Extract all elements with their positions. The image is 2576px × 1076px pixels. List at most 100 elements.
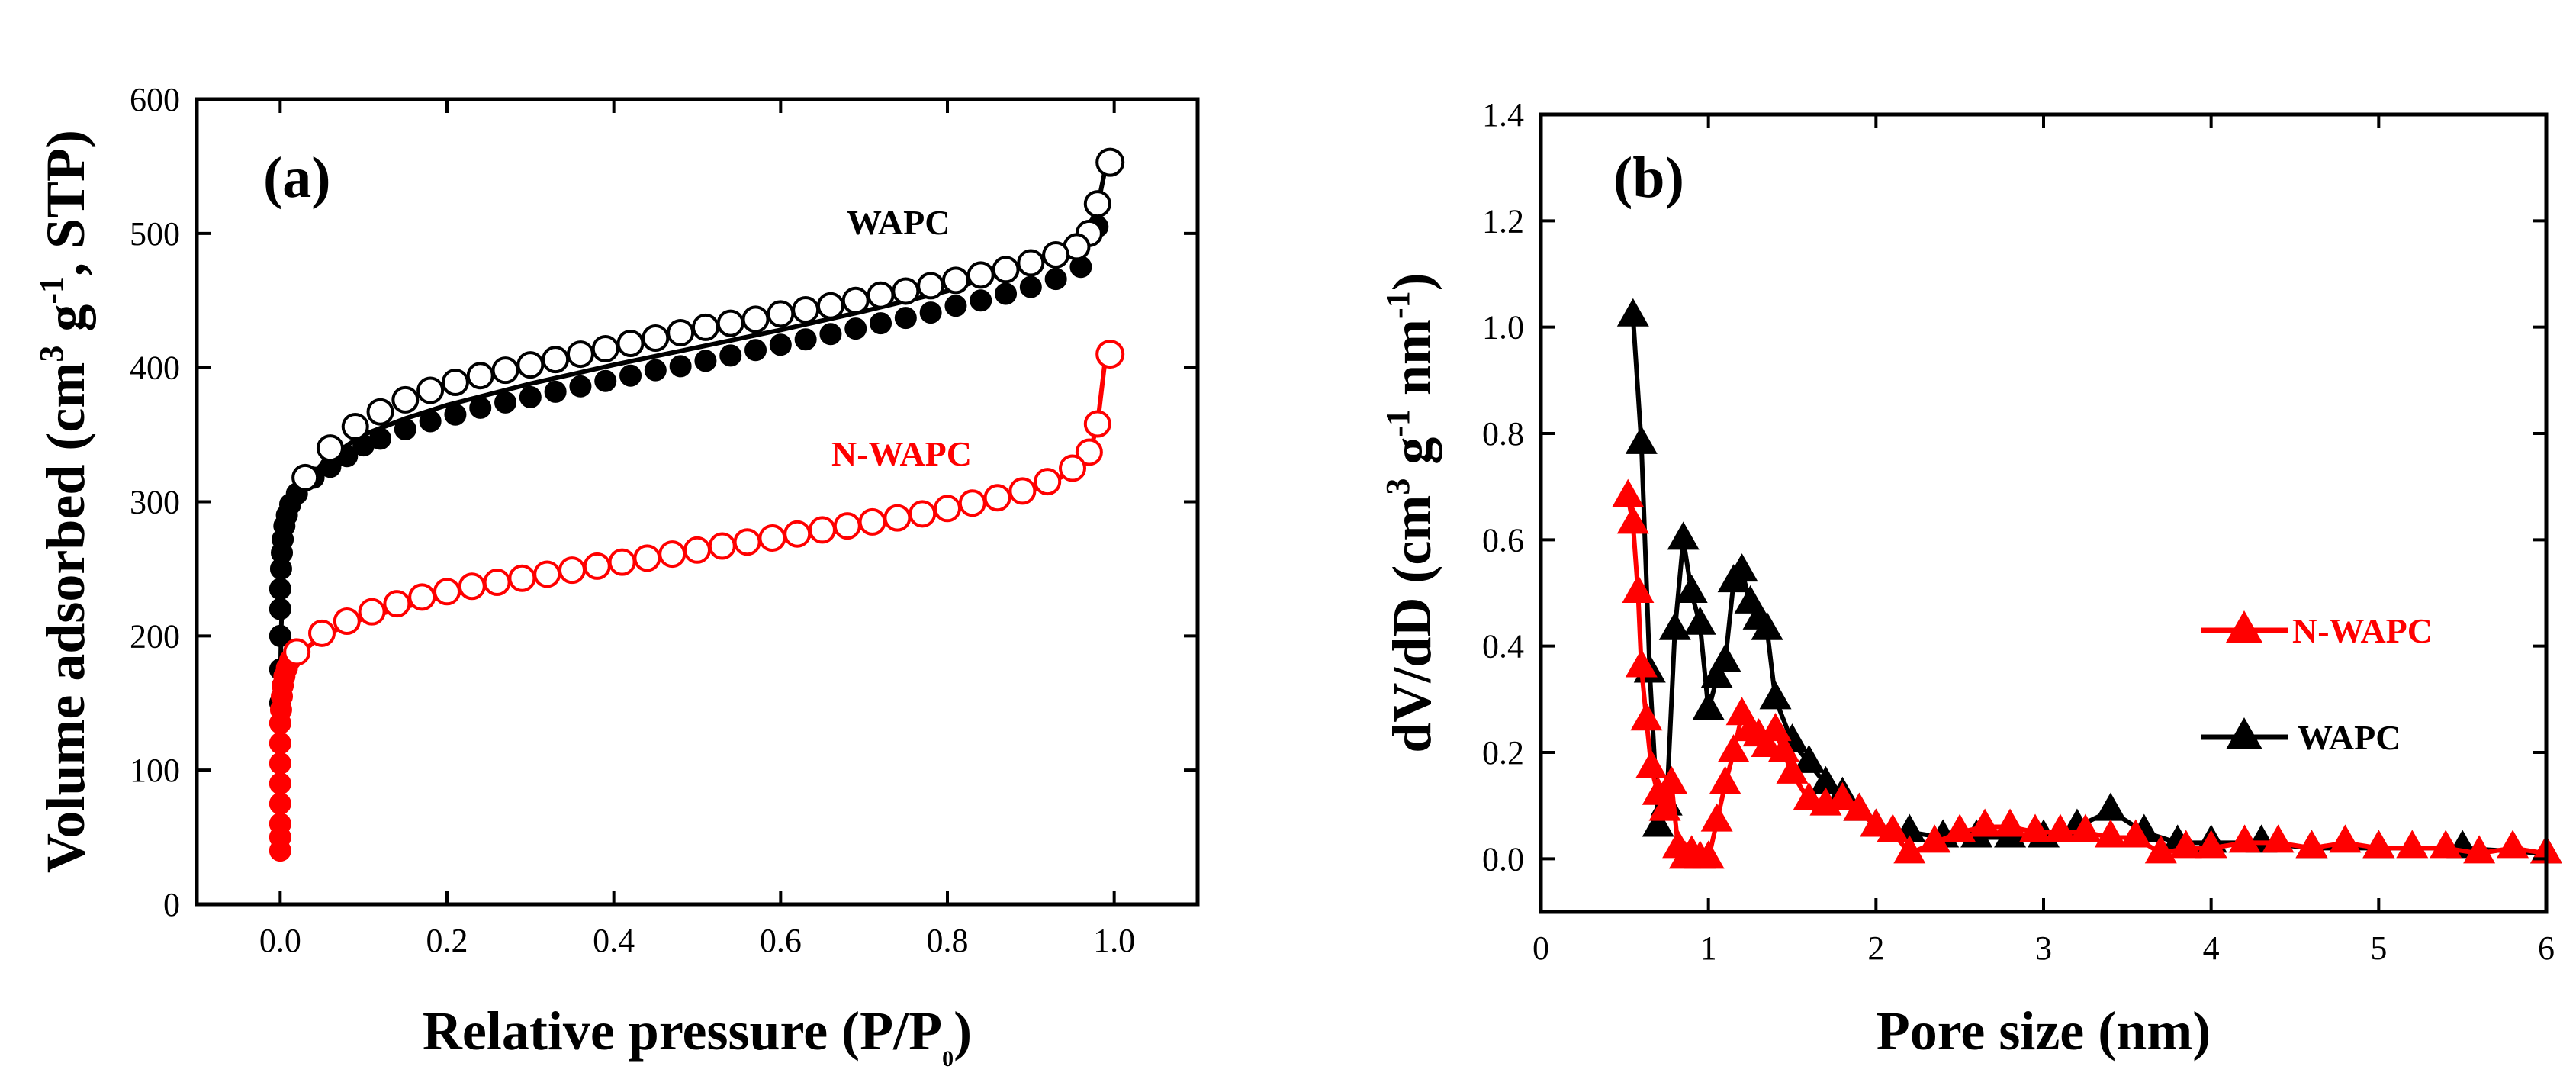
panel-a-y-tick-label: 300	[130, 484, 180, 521]
desorption-point-wapc	[816, 292, 844, 320]
data-point-wapc	[1709, 643, 1741, 672]
adsorption-point-wapc	[494, 391, 517, 414]
desorption-point-wapc	[366, 398, 394, 426]
adsorption-point-wapc	[269, 624, 291, 647]
data-point-wapc	[1725, 553, 1758, 582]
panel-a-x-tick-label: 0.4	[593, 922, 635, 959]
desorption-point-wapc	[892, 277, 920, 305]
panel-a-y-tick-label: 200	[130, 617, 180, 655]
data-point-wapc	[1793, 744, 1825, 773]
data-point-n-wapc	[2195, 830, 2227, 859]
adsorption-point-wapc	[269, 598, 291, 620]
adsorption-point-wapc	[669, 355, 692, 378]
panel-b-y-axis-title: dV/dD (cm3 g-1 nm-1)	[1379, 272, 1442, 752]
panel-a-x-tick-label: 0.2	[426, 922, 468, 959]
panel-b-ylabel-part-2: g	[1381, 437, 1442, 478]
adsorption-point-wapc	[819, 323, 842, 346]
panel-b-ylabel-sup-2: -1	[1379, 409, 1417, 437]
desorption-point-n-wapc	[958, 489, 986, 517]
adsorption-point-wapc	[844, 317, 867, 340]
panel-b-x-tick-label: 6	[2538, 929, 2555, 967]
panel-b-y-tick-label: 0.4	[1482, 628, 1524, 665]
desorption-point-wapc	[1083, 190, 1111, 218]
desorption-point-n-wapc	[483, 569, 511, 596]
panel-a-label: (a)	[263, 146, 331, 210]
panel-b-x-axis-title: Pore size (nm)	[1877, 1000, 2211, 1062]
adsorption-point-wapc	[894, 307, 917, 330]
desorption-point-n-wapc	[733, 528, 761, 556]
panel-a-x-tick-label: 0.6	[760, 922, 802, 959]
data-point-n-wapc	[1700, 803, 1733, 832]
desorption-point-wapc	[667, 318, 695, 346]
desorption-point-wapc	[466, 362, 494, 390]
adsorption-point-wapc	[919, 301, 942, 324]
data-point-n-wapc	[1776, 755, 1809, 784]
data-point-n-wapc	[1918, 824, 1951, 853]
series-label-wapc: WAPC	[847, 203, 950, 242]
data-point-wapc	[1759, 681, 1792, 710]
panel-b-ylabel-part-1: dV/dD (cm	[1381, 495, 1442, 753]
series-label-n-wapc: N-WAPC	[831, 434, 972, 473]
panel-a-y-tick-label: 100	[130, 752, 180, 789]
desorption-point-n-wapc	[358, 598, 386, 626]
desorption-point-n-wapc	[408, 583, 436, 611]
panel-b-x-tick-label: 3	[2035, 929, 2052, 967]
data-point-n-wapc	[1612, 478, 1645, 507]
desorption-point-wapc	[741, 305, 770, 333]
adsorption-point-wapc	[644, 359, 667, 382]
data-point-n-wapc	[2497, 830, 2529, 859]
desorption-point-n-wapc	[333, 607, 361, 635]
adsorption-point-wapc	[519, 385, 542, 408]
adsorption-point-wapc	[719, 344, 742, 367]
panel-b-y-tick-label: 0.6	[1482, 521, 1524, 559]
data-point-wapc	[1642, 808, 1674, 837]
adsorption-point-wapc	[619, 364, 642, 387]
desorption-point-n-wapc	[1059, 454, 1086, 482]
data-point-n-wapc	[2463, 835, 2496, 864]
panel-b-x-tick-label: 4	[2203, 929, 2220, 967]
adsorption-point-wapc	[694, 350, 717, 372]
desorption-point-n-wapc	[658, 540, 687, 569]
desorption-point-n-wapc	[783, 520, 812, 548]
panel-b-legend: N-WAPC WAPC	[2201, 610, 2433, 757]
data-point-n-wapc	[1969, 808, 2002, 837]
adsorption-point-wapc	[944, 295, 967, 317]
data-point-n-wapc	[2396, 830, 2429, 859]
desorption-point-wapc	[441, 369, 469, 397]
panel-b-y-tick-label: 1.0	[1482, 309, 1524, 346]
panel-a-xlabel-end: )	[954, 1000, 972, 1062]
panel-b-label: (b)	[1613, 146, 1684, 210]
data-point-n-wapc	[1944, 813, 1976, 842]
data-point-n-wapc	[1717, 734, 1750, 762]
panel-b-x-tick-label: 5	[2370, 929, 2387, 967]
desorption-point-n-wapc	[983, 484, 1011, 512]
panel-b-ticks: 0 1 2 3 4 5 6 0.0 0.2 0.4 0.6 0.8 1.0 1.2 1.4	[1482, 96, 2555, 967]
desorption-point-wapc	[767, 300, 795, 328]
data-point-wapc	[2094, 792, 2127, 821]
panel-a-y-tick-label: 500	[130, 215, 180, 253]
desorption-point-wapc	[542, 346, 570, 374]
adsorption-point-wapc	[970, 289, 992, 312]
desorption-point-n-wapc	[708, 532, 736, 560]
desorption-point-wapc	[691, 313, 719, 341]
panel-a-y-axis-title: Volume adsorbed (cm3 g-1, STP)	[33, 130, 96, 873]
panel-a-x-tick-label: 1.0	[1093, 922, 1135, 959]
data-point-n-wapc	[1655, 765, 1688, 794]
legend-marker-wapc	[2226, 717, 2262, 749]
data-point-n-wapc	[1843, 792, 1876, 821]
adsorption-point-wapc	[369, 427, 392, 450]
data-point-n-wapc	[1635, 749, 1667, 778]
series-line-wapc	[1630, 316, 2547, 856]
adsorption-point-wapc	[769, 333, 792, 356]
legend-label-wapc: WAPC	[2298, 718, 2401, 757]
panel-b-ylabel-part-4: )	[1381, 272, 1442, 291]
adsorption-point-n-wapc	[269, 732, 291, 755]
data-point-n-wapc	[1616, 505, 1649, 534]
data-point-n-wapc	[2362, 830, 2395, 859]
desorption-point-n-wapc	[809, 516, 836, 544]
data-point-n-wapc	[2262, 824, 2295, 853]
desorption-point-wapc	[841, 286, 870, 314]
data-point-wapc	[1667, 521, 1700, 550]
desorption-point-n-wapc	[308, 619, 336, 647]
